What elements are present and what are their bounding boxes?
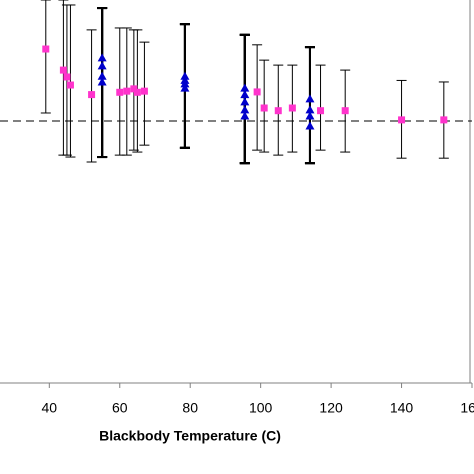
- point: [97, 77, 107, 86]
- point: [63, 73, 71, 81]
- point: [440, 116, 448, 124]
- point: [66, 81, 74, 89]
- point: [133, 88, 141, 96]
- point: [123, 87, 131, 95]
- point: [305, 105, 315, 114]
- point: [305, 94, 315, 103]
- point: [88, 91, 96, 99]
- point: [240, 111, 250, 120]
- point: [130, 85, 138, 93]
- point: [317, 107, 325, 115]
- point: [140, 87, 148, 95]
- x-tick-label: 140: [390, 400, 414, 416]
- point: [97, 53, 107, 62]
- point: [240, 83, 250, 92]
- point: [305, 121, 315, 130]
- point: [97, 71, 107, 80]
- point: [240, 105, 250, 114]
- point: [97, 61, 107, 70]
- x-tick-label: 120: [319, 400, 343, 416]
- point: [42, 45, 50, 53]
- point: [116, 88, 124, 96]
- point: [398, 116, 406, 124]
- point: [180, 79, 190, 88]
- point: [260, 104, 268, 112]
- point: [288, 104, 296, 112]
- x-tick-label: 60: [112, 400, 128, 416]
- point: [274, 107, 282, 115]
- point: [305, 111, 315, 120]
- point: [240, 97, 250, 106]
- point: [180, 71, 190, 80]
- point: [253, 88, 261, 96]
- x-tick-label: 40: [42, 400, 58, 416]
- x-axis-label: Blackbody Temperature (C): [99, 428, 281, 444]
- x-tick-label: 100: [249, 400, 273, 416]
- point: [341, 107, 349, 115]
- point: [180, 83, 190, 92]
- point: [59, 66, 67, 74]
- x-tick-label: 80: [182, 400, 198, 416]
- point: [240, 90, 250, 99]
- x-tick-label: 160: [460, 400, 474, 416]
